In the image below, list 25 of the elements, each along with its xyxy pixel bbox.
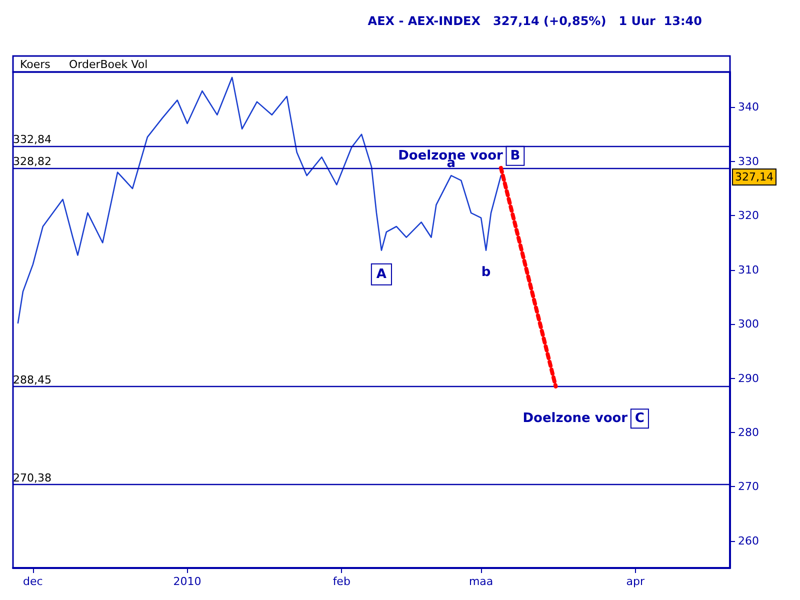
y-tick-label: 270 [738,480,759,494]
y-tick-label: 340 [738,100,759,114]
annotation: Doelzone voor C [522,411,644,426]
ref-line-label: 288,45 [13,374,52,387]
ref-line-label: 270,38 [13,472,52,485]
y-tick-label: 330 [738,154,759,168]
x-tick-label: feb [332,575,350,588]
ref-line-label: 332,84 [13,133,52,146]
y-tick-label: 310 [738,263,759,276]
y-tick-label: 260 [738,534,759,548]
annotation: 327,14 [735,170,774,184]
y-tick-label: 280 [738,426,759,439]
y-tick-label: 300 [738,318,759,331]
x-tick-label: maa [468,575,494,588]
annotation: b [481,264,491,280]
y-tick-label: 320 [738,209,759,222]
y-tick-label: 290 [738,372,759,385]
x-tick-label: 2010 [173,575,202,588]
text: Koers [20,58,51,71]
x-tick-label: apr [626,575,645,588]
ref-line-label: 328,82 [13,154,52,168]
annotation: A [376,266,386,282]
text: OrderBoek Vol [69,58,148,71]
x-tick-label: dec [23,575,43,588]
chart-title: AEX - AEX-INDEX 327,14 (+0,85%) 1 Uur 13:40 [368,14,702,28]
